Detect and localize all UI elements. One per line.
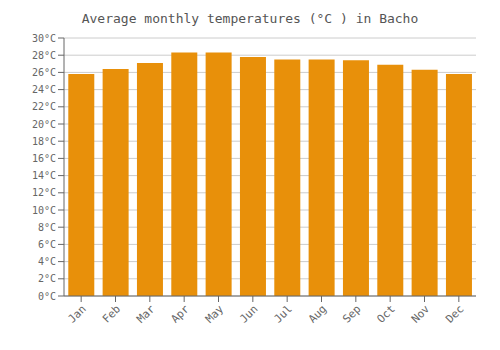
svg-text:30°C: 30°C — [32, 33, 56, 44]
svg-text:12°C: 12°C — [32, 187, 56, 198]
svg-text:Feb: Feb — [100, 302, 123, 325]
svg-text:Dec: Dec — [443, 302, 466, 325]
svg-text:2°C: 2°C — [38, 273, 56, 284]
html-text:Average monthly temperatures (: Average monthly temperatures (°C ) in Ba… — [81, 11, 419, 26]
svg-text:Aug: Aug — [306, 302, 329, 325]
svg-text:22°C: 22°C — [32, 101, 56, 112]
svg-text:Nov: Nov — [409, 302, 433, 326]
svg-text:4°C: 4°C — [38, 256, 56, 267]
svg-text:Mar: Mar — [134, 302, 158, 326]
svg-text:16°C: 16°C — [32, 153, 56, 164]
svg-text:8°C: 8°C — [38, 222, 56, 233]
svg-text:10°C: 10°C — [32, 205, 56, 216]
svg-text:14°C: 14°C — [32, 170, 56, 181]
svg-text:18°C: 18°C — [32, 136, 56, 147]
svg-text:Jan: Jan — [66, 302, 89, 325]
svg-text:26°C: 26°C — [32, 67, 56, 78]
svg-text:28°C: 28°C — [32, 50, 56, 61]
svg-text:Jun: Jun — [237, 302, 260, 325]
svg-text:Sep: Sep — [340, 302, 363, 325]
svg-text:0°C: 0°C — [38, 291, 56, 302]
svg-text:May: May — [203, 302, 227, 326]
svg-text:24°C: 24°C — [32, 84, 56, 95]
svg-text:Jul: Jul — [272, 302, 295, 325]
svg-text:Apr: Apr — [169, 302, 193, 326]
svg-text:Oct: Oct — [375, 302, 398, 325]
svg-text:6°C: 6°C — [38, 239, 56, 250]
svg-text:20°C: 20°C — [32, 119, 56, 130]
